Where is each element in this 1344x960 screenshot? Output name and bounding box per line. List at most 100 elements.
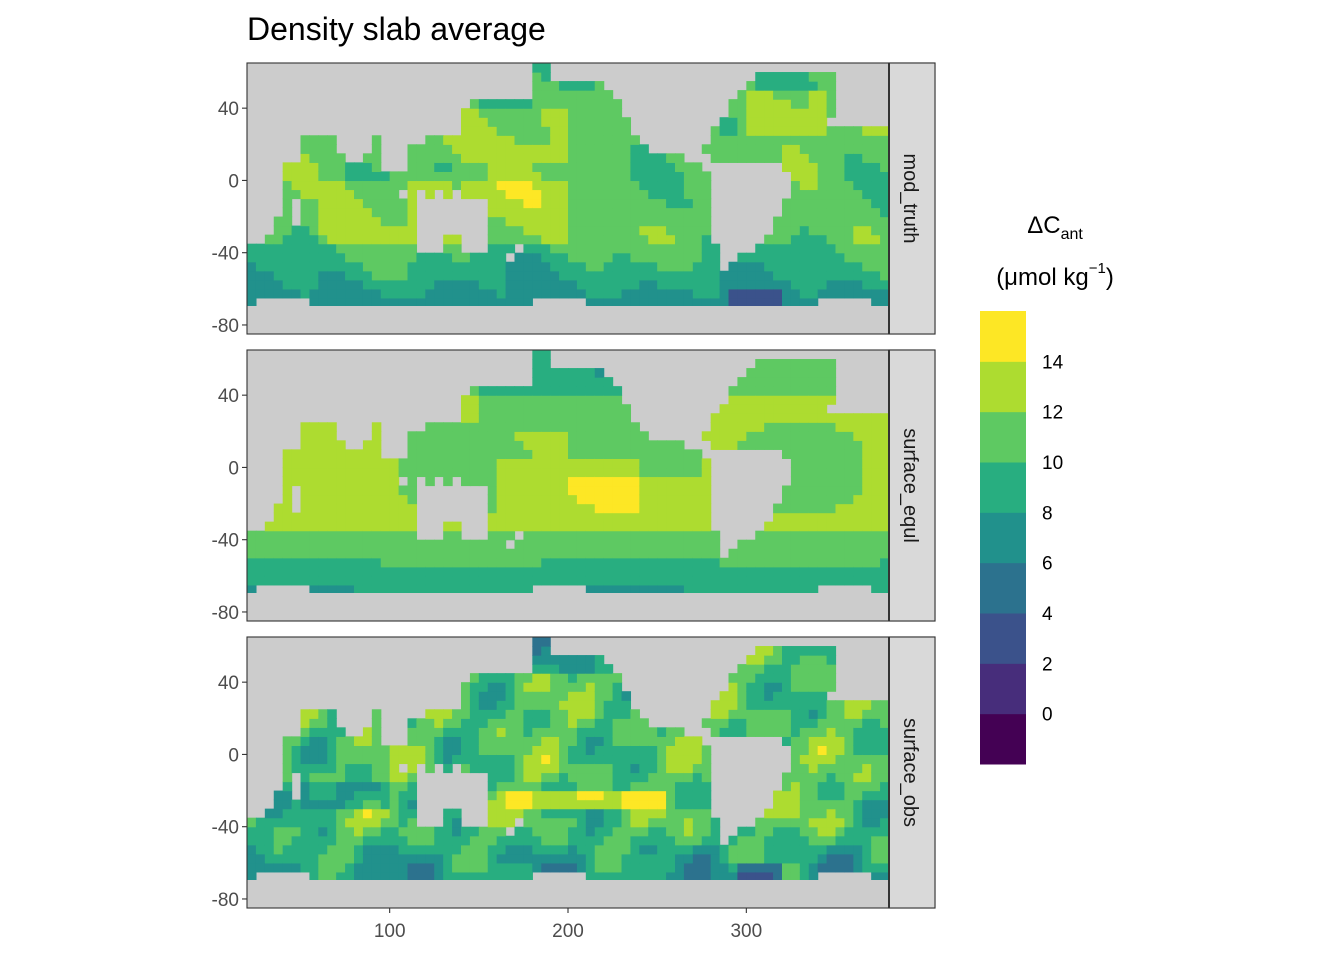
raster-cell	[550, 270, 560, 281]
raster-cell	[541, 709, 551, 719]
raster-cell	[532, 718, 542, 728]
raster-cell	[523, 216, 533, 227]
raster-cell	[621, 718, 632, 728]
raster-cell	[514, 575, 525, 586]
raster-cell	[532, 180, 542, 191]
raster-cell	[496, 682, 507, 692]
raster-cell	[773, 422, 783, 432]
raster-cell	[487, 252, 498, 263]
raster-cell	[782, 297, 792, 308]
raster-cell	[443, 584, 453, 595]
raster-cell	[327, 144, 337, 154]
raster-cell	[576, 270, 587, 281]
raster-cell	[746, 655, 756, 665]
raster-cell	[559, 835, 569, 846]
raster-cell	[728, 844, 739, 855]
raster-cell	[853, 171, 863, 182]
raster-cell	[559, 862, 569, 873]
raster-cell	[683, 297, 694, 308]
raster-cell	[345, 772, 355, 783]
raster-cell	[345, 799, 355, 810]
raster-cell	[434, 575, 444, 586]
raster-cell	[443, 180, 453, 191]
y-tick-label: -40	[212, 531, 239, 552]
raster-cell	[425, 171, 435, 182]
raster-cell	[318, 826, 328, 837]
raster-cell	[782, 790, 792, 801]
raster-cell	[398, 548, 409, 559]
raster-cell	[309, 135, 319, 145]
raster-cell	[568, 368, 578, 378]
raster-cell	[532, 117, 542, 127]
raster-cell	[639, 476, 649, 487]
raster-cell	[452, 871, 462, 882]
raster-cell	[817, 261, 828, 272]
raster-cell	[541, 736, 551, 746]
raster-cell	[594, 548, 605, 559]
raster-cell	[683, 503, 694, 514]
raster-cell	[559, 655, 569, 665]
raster-cell	[782, 144, 792, 154]
raster-cell	[782, 288, 792, 299]
raster-cell	[782, 494, 792, 505]
raster-cell	[835, 270, 846, 281]
raster-cell	[469, 126, 480, 136]
raster-cell	[309, 297, 319, 308]
raster-cell	[576, 485, 587, 496]
raster-cell	[434, 718, 444, 728]
raster-cell	[764, 691, 774, 701]
raster-cell	[880, 862, 890, 873]
raster-cell	[425, 189, 435, 200]
raster-cell	[639, 279, 649, 290]
raster-cell	[773, 404, 783, 414]
raster-cell	[568, 817, 578, 828]
raster-cell	[354, 467, 364, 478]
raster-cell	[389, 243, 400, 254]
raster-cell	[380, 772, 391, 783]
raster-cell	[844, 727, 854, 737]
raster-cell	[496, 844, 507, 855]
raster-cell	[425, 467, 435, 478]
raster-cell	[478, 691, 489, 701]
raster-cell	[300, 467, 311, 478]
raster-cell	[532, 736, 542, 746]
raster-cell	[291, 862, 302, 873]
raster-cell	[576, 718, 587, 728]
raster-cell	[425, 736, 435, 746]
raster-cell	[746, 81, 756, 91]
raster-cell	[371, 467, 382, 478]
raster-cell	[327, 494, 337, 505]
raster-cell	[755, 279, 765, 290]
raster-cell	[683, 736, 694, 746]
raster-cell	[523, 745, 533, 756]
raster-cell	[871, 709, 881, 719]
raster-cell	[764, 575, 774, 586]
raster-cell	[523, 799, 533, 810]
raster-cell	[853, 862, 863, 873]
raster-cell	[380, 180, 391, 191]
raster-cell	[273, 835, 284, 846]
raster-cell	[291, 835, 302, 846]
raster-cell	[576, 99, 587, 109]
raster-cell	[826, 754, 837, 765]
raster-cell	[764, 718, 774, 728]
raster-cell	[817, 252, 828, 263]
raster-cell	[318, 530, 328, 541]
raster-cell	[835, 413, 846, 423]
raster-cell	[559, 682, 569, 692]
raster-cell	[790, 476, 801, 487]
raster-cell	[282, 521, 293, 532]
raster-cell	[559, 377, 569, 387]
raster-cell	[327, 781, 337, 792]
raster-cell	[398, 485, 409, 496]
raster-cell	[675, 790, 685, 801]
raster-cell	[701, 718, 712, 728]
raster-cell	[853, 530, 863, 541]
raster-cell	[746, 413, 756, 423]
raster-cell	[799, 763, 810, 774]
raster-cell	[371, 799, 382, 810]
raster-cell	[362, 297, 373, 308]
raster-cell	[880, 844, 890, 855]
raster-cell	[505, 727, 516, 737]
raster-cell	[300, 835, 311, 846]
